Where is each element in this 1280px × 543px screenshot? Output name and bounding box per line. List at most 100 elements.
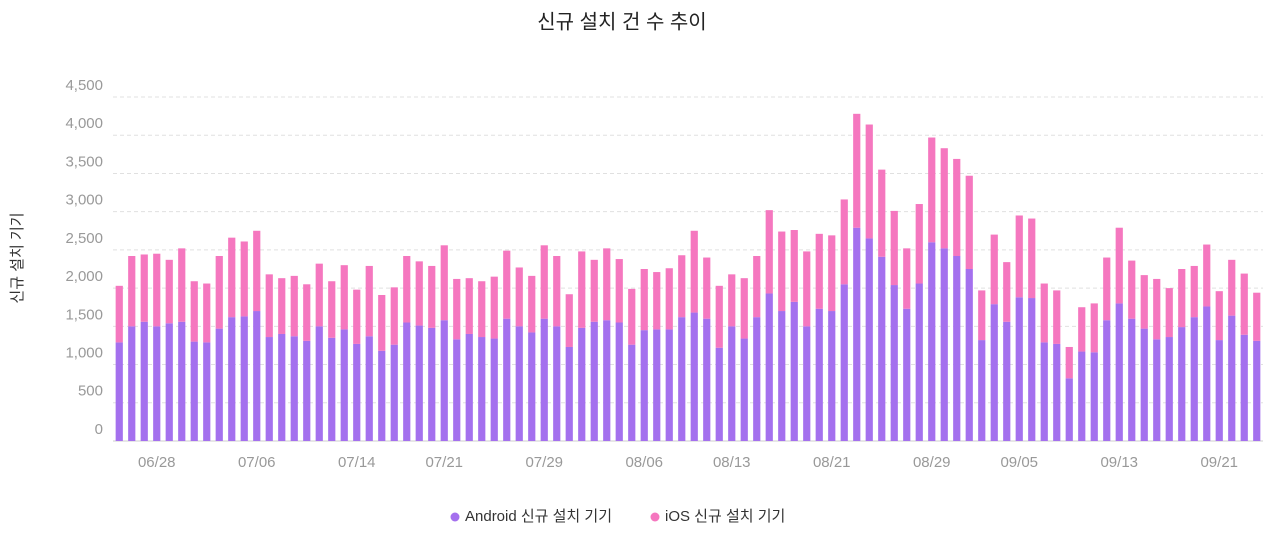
bar-segment	[853, 227, 861, 441]
bar-segment	[1115, 227, 1123, 304]
bar-segment	[165, 323, 173, 441]
y-tick-label: 3,500	[65, 153, 103, 170]
y-tick-label: 1,000	[65, 345, 103, 362]
bar-segment	[903, 248, 911, 309]
bar-segment	[640, 330, 648, 441]
bar-segment	[240, 316, 248, 441]
bar-segment	[440, 245, 448, 321]
legend-marker[interactable]	[450, 512, 460, 522]
bar-segment	[990, 304, 998, 441]
bar-segment	[215, 256, 223, 329]
x-tick-label: 09/13	[1100, 454, 1138, 471]
bar-segment	[1065, 346, 1073, 379]
bar-segment	[678, 255, 686, 318]
bar-segment	[1240, 334, 1248, 441]
bar-segment	[128, 256, 136, 327]
bar-segment	[953, 158, 961, 257]
bar-segment	[328, 337, 336, 441]
bar-segment	[378, 350, 386, 441]
bar-segment	[153, 326, 161, 441]
bar-segment	[715, 285, 723, 348]
bar-segment	[528, 332, 536, 441]
bar-segment	[353, 289, 361, 344]
bar-segment	[915, 283, 923, 441]
bar-segment	[140, 254, 148, 322]
bar-segment	[290, 275, 298, 337]
bar-segment	[1090, 352, 1098, 441]
bar-segment	[1215, 340, 1223, 441]
bar-segment	[1003, 262, 1011, 322]
bar-segment	[978, 340, 986, 441]
x-tick-label: 08/06	[625, 454, 663, 471]
bar-segment	[1053, 290, 1061, 344]
bar-segment	[453, 339, 461, 441]
bar-segment	[1240, 273, 1248, 335]
bar-segment	[1103, 320, 1111, 441]
bar-segment	[728, 274, 736, 327]
y-tick-label: 1,500	[65, 306, 103, 323]
bar-segment	[828, 235, 836, 312]
legend-label[interactable]: Android 신규 설치 기기	[465, 508, 612, 525]
bar-segment	[265, 337, 273, 441]
bar-segment	[865, 124, 873, 239]
bar-segment	[853, 113, 861, 228]
bar-segment	[1165, 288, 1173, 338]
bar-segment	[403, 322, 411, 441]
bar-segment	[865, 238, 873, 441]
bar-segment	[390, 344, 398, 441]
bar-segment	[1190, 317, 1198, 441]
bar-segment	[778, 231, 786, 312]
bar-segment	[203, 283, 211, 343]
bar-segment	[965, 269, 973, 441]
bar-segment	[1203, 306, 1211, 441]
bar-segment	[290, 336, 298, 441]
x-tick-label: 09/21	[1200, 454, 1238, 471]
bar-segment	[115, 342, 123, 441]
x-tick-label: 07/14	[338, 454, 376, 471]
bar-segment	[340, 265, 348, 330]
bar-segment	[303, 340, 311, 441]
bar-segment	[653, 272, 661, 330]
bar-segment	[428, 265, 436, 328]
bar-segment	[465, 333, 473, 441]
bar-segment	[515, 326, 523, 441]
bar-segment	[753, 317, 761, 441]
bar-segment	[378, 294, 386, 351]
bar-segment	[903, 308, 911, 441]
bar-segment	[615, 322, 623, 441]
bar-segment	[790, 230, 798, 302]
bar-segment	[540, 245, 548, 319]
x-tick-label: 06/28	[138, 454, 176, 471]
bar-segment	[540, 318, 548, 441]
bar-segment	[940, 248, 948, 441]
x-tick-label: 07/29	[525, 454, 563, 471]
bar-segment	[678, 317, 686, 441]
bar-segment	[578, 327, 586, 441]
bar-segment	[703, 257, 711, 319]
bar-segment	[1128, 318, 1136, 441]
y-tick-label: 3,000	[65, 192, 103, 209]
legend-marker[interactable]	[650, 512, 660, 522]
bar-segment	[253, 230, 261, 312]
bar-segment	[228, 317, 236, 441]
x-tick-label: 07/21	[425, 454, 463, 471]
y-tick-label: 2,500	[65, 230, 103, 247]
bar-segment	[190, 341, 198, 441]
bar-segment	[740, 338, 748, 441]
bar-segment	[303, 284, 311, 341]
bar-segment	[615, 259, 623, 323]
bar-segment	[603, 320, 611, 441]
legend-label[interactable]: iOS 신규 설치 기기	[665, 508, 785, 525]
bar-segment	[653, 329, 661, 441]
bar-segment	[928, 137, 936, 243]
bar-segment	[990, 234, 998, 305]
bar-segment	[978, 290, 986, 341]
bar-segment	[1028, 298, 1036, 441]
bar-segment	[665, 268, 673, 330]
bar-segment	[590, 321, 598, 441]
bar-segment	[353, 343, 361, 441]
bar-segment	[340, 329, 348, 441]
bar-segment	[878, 256, 886, 441]
bar-segment	[740, 278, 748, 339]
x-tick-label: 09/05	[1000, 454, 1038, 471]
